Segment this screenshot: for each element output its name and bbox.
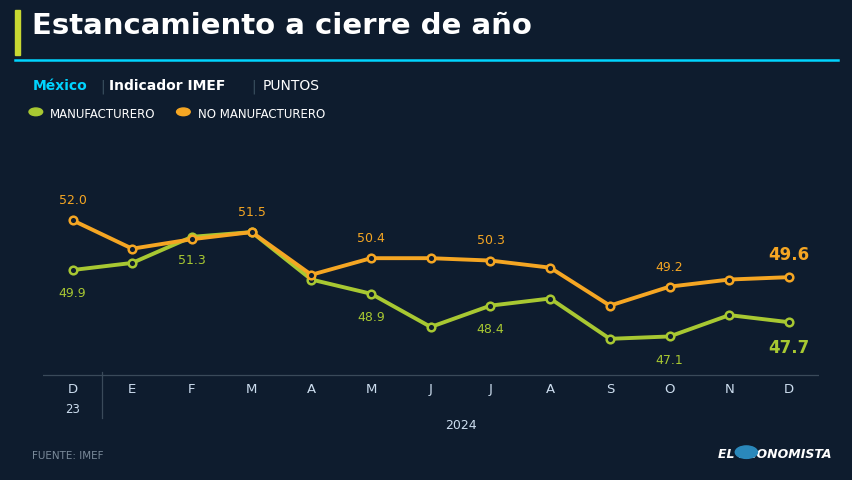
Text: 48.4: 48.4 bbox=[476, 323, 504, 336]
Text: D: D bbox=[783, 383, 793, 396]
Text: MANUFACTURERO: MANUFACTURERO bbox=[49, 108, 155, 121]
Text: M: M bbox=[245, 383, 257, 396]
Text: NO MANUFACTURERO: NO MANUFACTURERO bbox=[198, 108, 325, 121]
Text: J: J bbox=[488, 383, 492, 396]
Text: 51.5: 51.5 bbox=[238, 206, 265, 219]
Text: O: O bbox=[664, 383, 674, 396]
Text: |: | bbox=[101, 79, 105, 94]
Text: S: S bbox=[605, 383, 613, 396]
Text: E: E bbox=[128, 383, 136, 396]
Text: EL ECONOMISTA: EL ECONOMISTA bbox=[717, 448, 831, 461]
Text: México: México bbox=[32, 79, 87, 93]
Text: 49.6: 49.6 bbox=[768, 246, 809, 264]
Text: 49.2: 49.2 bbox=[655, 261, 682, 274]
Text: Estancamiento a cierre de año: Estancamiento a cierre de año bbox=[32, 12, 532, 40]
Text: FUENTE: IMEF: FUENTE: IMEF bbox=[32, 451, 104, 461]
Text: 47.1: 47.1 bbox=[655, 354, 682, 367]
Text: 48.9: 48.9 bbox=[357, 311, 384, 324]
Text: J: J bbox=[429, 383, 432, 396]
Text: 50.4: 50.4 bbox=[357, 232, 384, 245]
Text: PUNTOS: PUNTOS bbox=[262, 79, 320, 93]
Text: F: F bbox=[188, 383, 195, 396]
Text: A: A bbox=[545, 383, 554, 396]
Text: 50.3: 50.3 bbox=[476, 234, 504, 248]
Text: 51.3: 51.3 bbox=[178, 254, 205, 267]
Text: 49.9: 49.9 bbox=[59, 287, 86, 300]
Text: 23: 23 bbox=[65, 403, 80, 416]
Text: A: A bbox=[307, 383, 315, 396]
Text: 47.7: 47.7 bbox=[768, 339, 809, 357]
Text: |: | bbox=[251, 79, 256, 94]
Text: 2024: 2024 bbox=[444, 419, 476, 432]
Text: D: D bbox=[67, 383, 78, 396]
Text: M: M bbox=[365, 383, 377, 396]
Text: N: N bbox=[723, 383, 734, 396]
Text: Indicador IMEF: Indicador IMEF bbox=[109, 79, 225, 93]
Text: 52.0: 52.0 bbox=[59, 194, 86, 207]
